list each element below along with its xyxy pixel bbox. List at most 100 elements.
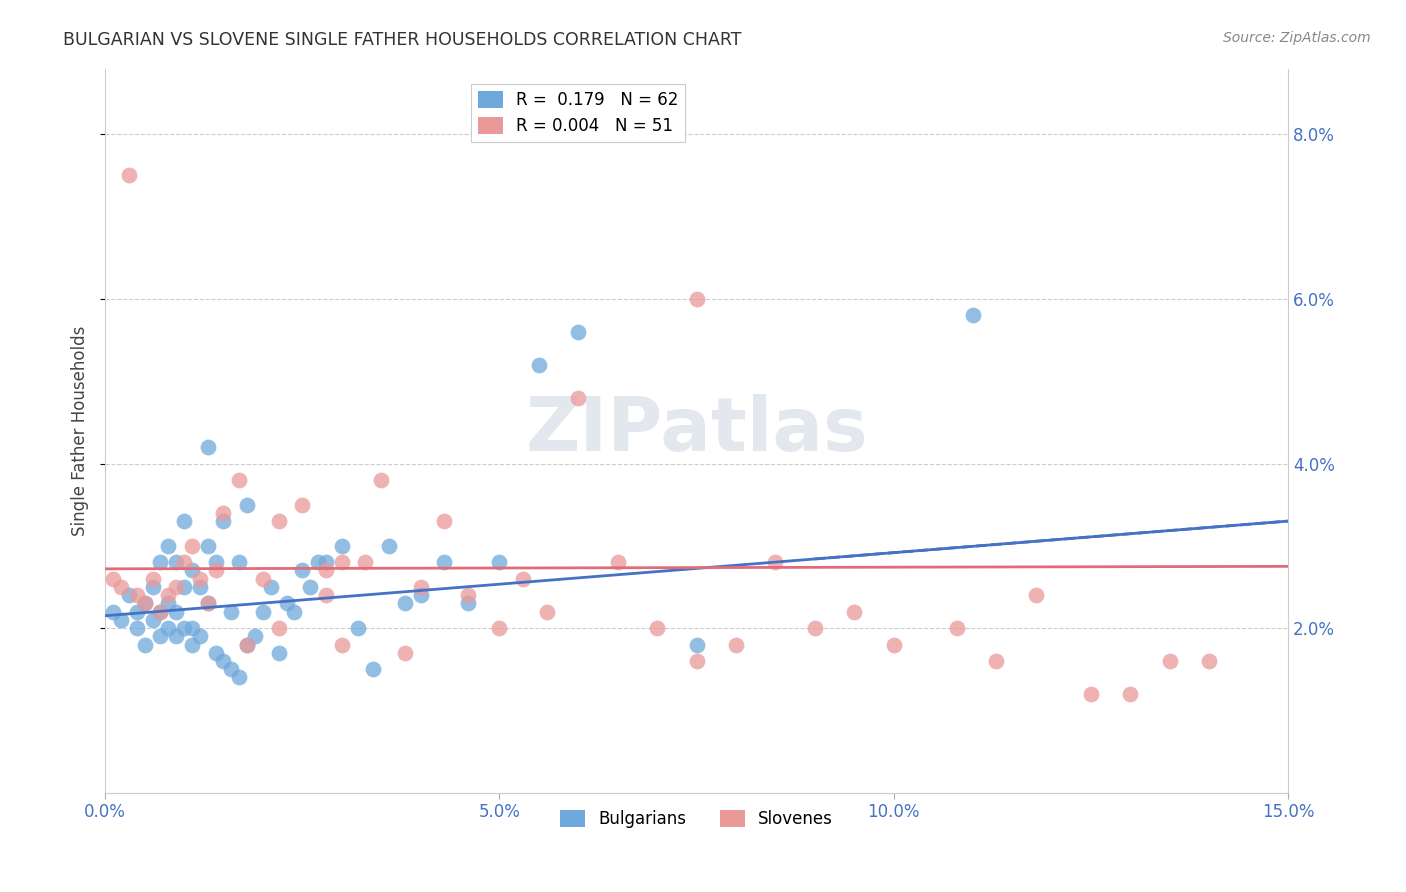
Point	[149, 605, 172, 619]
Point	[567, 325, 589, 339]
Point	[125, 621, 148, 635]
Point	[110, 613, 132, 627]
Point	[157, 539, 180, 553]
Y-axis label: Single Father Households: Single Father Households	[72, 326, 89, 536]
Point	[361, 662, 384, 676]
Point	[221, 605, 243, 619]
Point	[157, 596, 180, 610]
Point	[165, 580, 187, 594]
Point	[433, 514, 456, 528]
Point	[433, 555, 456, 569]
Point	[457, 596, 479, 610]
Point	[236, 638, 259, 652]
Point	[394, 596, 416, 610]
Point	[110, 580, 132, 594]
Point	[567, 391, 589, 405]
Point	[252, 572, 274, 586]
Point	[236, 638, 259, 652]
Point	[685, 292, 707, 306]
Point	[354, 555, 377, 569]
Point	[134, 596, 156, 610]
Point	[330, 555, 353, 569]
Point	[188, 580, 211, 594]
Point	[181, 638, 204, 652]
Point	[204, 564, 226, 578]
Point	[228, 555, 250, 569]
Point	[252, 605, 274, 619]
Point	[804, 621, 827, 635]
Point	[243, 629, 266, 643]
Point	[962, 309, 984, 323]
Point	[188, 572, 211, 586]
Point	[157, 621, 180, 635]
Point	[212, 514, 235, 528]
Point	[165, 555, 187, 569]
Point	[488, 621, 510, 635]
Point	[883, 638, 905, 652]
Point	[118, 588, 141, 602]
Point	[409, 588, 432, 602]
Text: BULGARIAN VS SLOVENE SINGLE FATHER HOUSEHOLDS CORRELATION CHART: BULGARIAN VS SLOVENE SINGLE FATHER HOUSE…	[63, 31, 742, 49]
Point	[173, 621, 195, 635]
Point	[283, 605, 305, 619]
Point	[1119, 687, 1142, 701]
Point	[149, 605, 172, 619]
Point	[724, 638, 747, 652]
Point	[212, 654, 235, 668]
Point	[378, 539, 401, 553]
Point	[236, 498, 259, 512]
Point	[228, 473, 250, 487]
Point	[267, 646, 290, 660]
Text: ZIPatlas: ZIPatlas	[526, 394, 868, 467]
Point	[488, 555, 510, 569]
Point	[409, 580, 432, 594]
Point	[315, 564, 337, 578]
Point	[844, 605, 866, 619]
Point	[291, 564, 314, 578]
Point	[276, 596, 298, 610]
Point	[527, 358, 550, 372]
Point	[763, 555, 786, 569]
Point	[212, 506, 235, 520]
Point	[330, 638, 353, 652]
Point	[188, 629, 211, 643]
Point	[512, 572, 534, 586]
Point	[536, 605, 558, 619]
Point	[125, 605, 148, 619]
Point	[228, 670, 250, 684]
Point	[165, 629, 187, 643]
Point	[149, 629, 172, 643]
Point	[141, 613, 163, 627]
Point	[457, 588, 479, 602]
Point	[315, 588, 337, 602]
Point	[346, 621, 368, 635]
Point	[1025, 588, 1047, 602]
Point	[221, 662, 243, 676]
Point	[606, 555, 628, 569]
Point	[165, 605, 187, 619]
Point	[204, 555, 226, 569]
Text: Source: ZipAtlas.com: Source: ZipAtlas.com	[1223, 31, 1371, 45]
Point	[181, 564, 204, 578]
Point	[181, 621, 204, 635]
Point	[307, 555, 329, 569]
Point	[645, 621, 668, 635]
Point	[173, 555, 195, 569]
Point	[125, 588, 148, 602]
Point	[134, 638, 156, 652]
Point	[685, 638, 707, 652]
Point	[197, 440, 219, 454]
Point	[267, 514, 290, 528]
Point	[1080, 687, 1102, 701]
Point	[394, 646, 416, 660]
Point	[101, 572, 124, 586]
Point	[330, 539, 353, 553]
Point	[1198, 654, 1220, 668]
Point	[204, 646, 226, 660]
Point	[291, 498, 314, 512]
Point	[157, 588, 180, 602]
Point	[197, 539, 219, 553]
Point	[118, 169, 141, 183]
Legend: Bulgarians, Slovenes: Bulgarians, Slovenes	[554, 804, 839, 835]
Point	[141, 580, 163, 594]
